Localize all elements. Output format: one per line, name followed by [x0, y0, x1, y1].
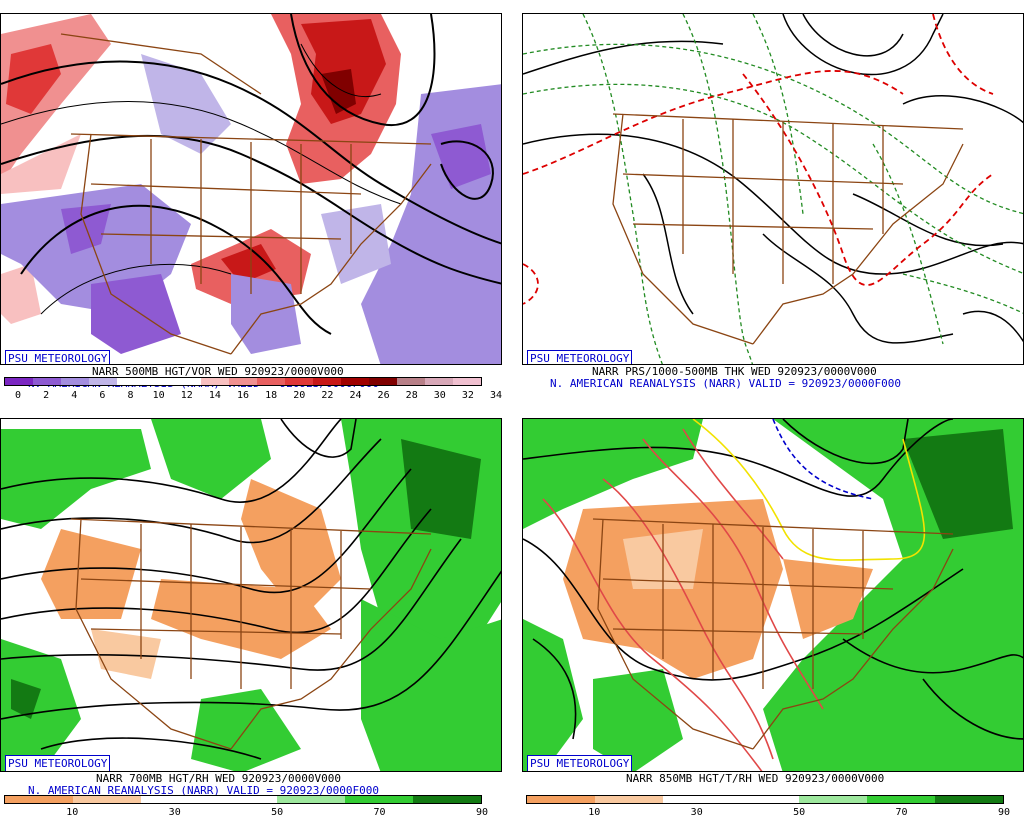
colorbar-segment [201, 378, 229, 385]
colorbar-segment [527, 796, 595, 803]
colorbar-segment [229, 378, 257, 385]
colorbar-segment [5, 378, 33, 385]
panel-caption-line1: NARR 500MB HGT/VOR WED 920923/0000V000 [92, 365, 344, 378]
colorbar-tick-label: 90 [475, 807, 489, 818]
colorbar-tick-label: 0 [15, 390, 22, 401]
panel-700mb-rh: PSU METEOROLOGY NARR 700MB HGT/RH WED 92… [0, 418, 502, 818]
panel-caption-line1: NARR 700MB HGT/RH WED 920923/0000V000 [96, 772, 342, 785]
colorbar-tick-label: 30 [690, 807, 703, 818]
colorbar-segment [117, 378, 145, 385]
colorbar-segment [285, 378, 313, 385]
colorbar-segment [935, 796, 1003, 803]
colorbar-tick-label: 4 [71, 390, 78, 401]
colorbar-tick-label: 10 [66, 807, 79, 818]
colorbar-segment [663, 796, 731, 803]
colorbar-segment [453, 378, 481, 385]
colorbar-segment [731, 796, 799, 803]
colorbar-segment [209, 796, 277, 803]
map-700mb: PSU METEOROLOGY [0, 418, 502, 772]
colorbar-tick-label: 30 [168, 807, 181, 818]
colorbar-segment [595, 796, 663, 803]
map-pressure: PSU METEOROLOGY [522, 13, 1024, 365]
colorbar-segment [89, 378, 117, 385]
map-500mb: PSU METEOROLOGY [0, 13, 502, 365]
colorbar-segment [313, 378, 341, 385]
colorbar-segment [257, 378, 285, 385]
colorbar-tick-label: 12 [180, 390, 193, 401]
colorbar-segment [799, 796, 867, 803]
panel-500mb-vorticity: PSU METEOROLOGY NARR 500MB HGT/VOR WED 9… [0, 13, 502, 413]
colorbar-tick-label: 10 [588, 807, 601, 818]
colorbar-tick-label: 16 [236, 390, 250, 401]
colorbar-segment [425, 378, 453, 385]
panel-caption-line1: NARR 850MB HGT/T/RH WED 920923/0000V000 [626, 772, 885, 785]
rh-colorbar-ticks: 10 30 50 70 90 [526, 807, 1010, 819]
rh-colorbar-ticks: 10 30 50 70 90 [4, 807, 488, 819]
colorbar-tick-label: 2 [43, 390, 50, 401]
colorbar-segment [867, 796, 935, 803]
colorbar-tick-label: 18 [265, 390, 278, 401]
colorbar-tick-label: 90 [997, 807, 1011, 818]
colorbar-tick-label: 26 [377, 390, 390, 401]
map-850mb-graphic [523, 419, 1023, 771]
panel-850mb-temperature-rh: PSU METEOROLOGY NARR 850MB HGT/T/RH WED … [522, 418, 1024, 818]
panel-caption-line1: NARR PRS/1000-500MB THK WED 920923/0000V… [592, 365, 877, 378]
colorbar-tick-label: 30 [433, 390, 446, 401]
psu-meteorology-badge: PSU METEOROLOGY [5, 755, 111, 771]
vorticity-colorbar [4, 377, 482, 386]
rh-colorbar [526, 795, 1004, 804]
colorbar-segment [397, 378, 425, 385]
colorbar-tick-label: 28 [405, 390, 418, 401]
map-700mb-graphic [1, 419, 501, 771]
colorbar-tick-label: 22 [321, 390, 334, 401]
colorbar-segment [61, 378, 89, 385]
colorbar-segment [345, 796, 413, 803]
colorbar-tick-label: 6 [99, 390, 106, 401]
colorbar-tick-label: 32 [461, 390, 474, 401]
colorbar-tick-label: 24 [349, 390, 362, 401]
colorbar-tick-label: 50 [793, 807, 806, 818]
colorbar-segment [369, 378, 397, 385]
colorbar-segment [277, 796, 345, 803]
colorbar-tick-label: 10 [152, 390, 165, 401]
colorbar-segment [145, 378, 173, 385]
colorbar-segment [341, 378, 369, 385]
colorbar-segment [413, 796, 481, 803]
colorbar-tick-label: 14 [208, 390, 221, 401]
colorbar-tick-label: 70 [373, 807, 386, 818]
colorbar-segment [73, 796, 141, 803]
map-pressure-graphic [523, 14, 1023, 364]
colorbar-segment [173, 378, 201, 385]
rh-colorbar [4, 795, 482, 804]
psu-meteorology-badge: PSU METEOROLOGY [527, 350, 633, 364]
vorticity-colorbar-ticks: 0 2 4 6 8 10 12 14 16 18 20 22 24 26 28 30 32 34 [4, 390, 502, 402]
colorbar-tick-label: 20 [293, 390, 306, 401]
colorbar-tick-label: 34 [490, 390, 503, 401]
map-850mb: PSU METEOROLOGY [522, 418, 1024, 772]
psu-meteorology-badge: PSU METEOROLOGY [5, 350, 111, 364]
colorbar-segment [5, 796, 73, 803]
colorbar-tick-label: 70 [895, 807, 908, 818]
panel-caption-line2: N. AMERICAN REANALYSIS (NARR) VALID = 92… [28, 784, 379, 797]
map-500mb-graphic [1, 14, 501, 364]
colorbar-tick-label: 8 [127, 390, 134, 401]
colorbar-tick-label: 50 [271, 807, 284, 818]
panel-caption-line2: N. AMERICAN REANALYSIS (NARR) VALID = 92… [550, 377, 901, 390]
psu-meteorology-badge: PSU METEOROLOGY [527, 755, 633, 771]
colorbar-segment [141, 796, 209, 803]
panel-pressure-thickness: PSU METEOROLOGY NARR PRS/1000-500MB THK … [522, 13, 1024, 413]
colorbar-segment [33, 378, 61, 385]
